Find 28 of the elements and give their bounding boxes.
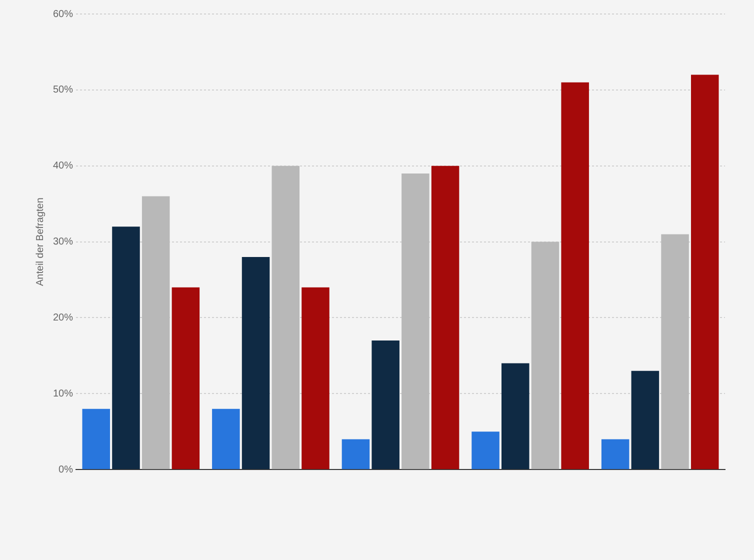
bar [431, 166, 460, 470]
y-tick-label: 20% [53, 312, 74, 324]
bar [342, 439, 370, 470]
y-tick-label: 30% [53, 236, 74, 248]
bar [601, 439, 630, 470]
y-tick-label: 0% [58, 464, 74, 476]
bar [472, 432, 500, 470]
bar [242, 256, 270, 470]
y-axis-title: Anteil der Befragten [34, 198, 46, 286]
bar [531, 242, 560, 470]
bar [82, 408, 110, 470]
bar [302, 287, 330, 470]
y-tick-label: 40% [53, 160, 74, 172]
bar [212, 408, 240, 470]
y-tick-label: 60% [53, 8, 74, 20]
y-tick-label: 10% [53, 388, 74, 400]
bar [112, 226, 140, 470]
bar [172, 287, 200, 470]
bar [661, 234, 689, 470]
bar [631, 370, 660, 470]
bar [501, 363, 530, 470]
bar [372, 340, 400, 470]
y-tick-label: 50% [53, 84, 74, 96]
bar [691, 74, 719, 470]
bar [272, 166, 300, 470]
bar [142, 196, 170, 470]
bar [402, 173, 430, 470]
bar [561, 82, 589, 470]
